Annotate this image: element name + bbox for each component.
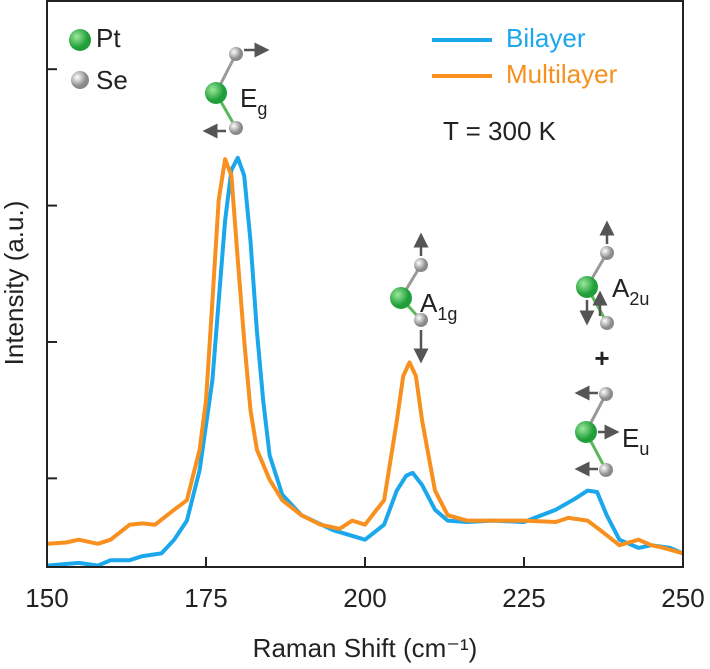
x-tick-label: 175: [184, 583, 227, 613]
annotation-base: E: [240, 83, 257, 113]
annotation-sub: u: [639, 439, 649, 459]
annotation-sub: g: [257, 99, 267, 119]
series-line: [46, 155, 684, 568]
annotation: +: [594, 343, 609, 373]
x-tick-label: 250: [661, 583, 704, 613]
annotation: Pt: [96, 23, 121, 53]
annotation-base: A: [612, 273, 630, 303]
y-axis-label: Intensity (a.u.): [0, 201, 29, 366]
annotation: Eg: [240, 83, 267, 119]
x-tick-label: 200: [343, 583, 386, 613]
annotation: Se: [96, 65, 128, 95]
annotation: Eu: [622, 423, 649, 459]
annotation-sub: 1g: [437, 304, 457, 324]
plot-area: [46, 155, 684, 568]
legend-label: Bilayer: [506, 23, 586, 53]
series-line: [46, 157, 684, 556]
x-axis-label: Raman Shift (cm⁻¹): [253, 633, 478, 663]
mode-icons: [69, 29, 620, 477]
annotation: T = 300 K: [443, 116, 557, 146]
x-tick-label: 150: [25, 583, 68, 613]
annotation: A2u: [612, 273, 649, 309]
x-tick-label: 225: [502, 583, 545, 613]
legend-label: Multilayer: [506, 59, 618, 89]
annotation-base: E: [622, 423, 639, 453]
annotation: A1g: [420, 288, 457, 324]
annotation-base: A: [420, 288, 438, 318]
annotation-sub: 2u: [629, 289, 649, 309]
